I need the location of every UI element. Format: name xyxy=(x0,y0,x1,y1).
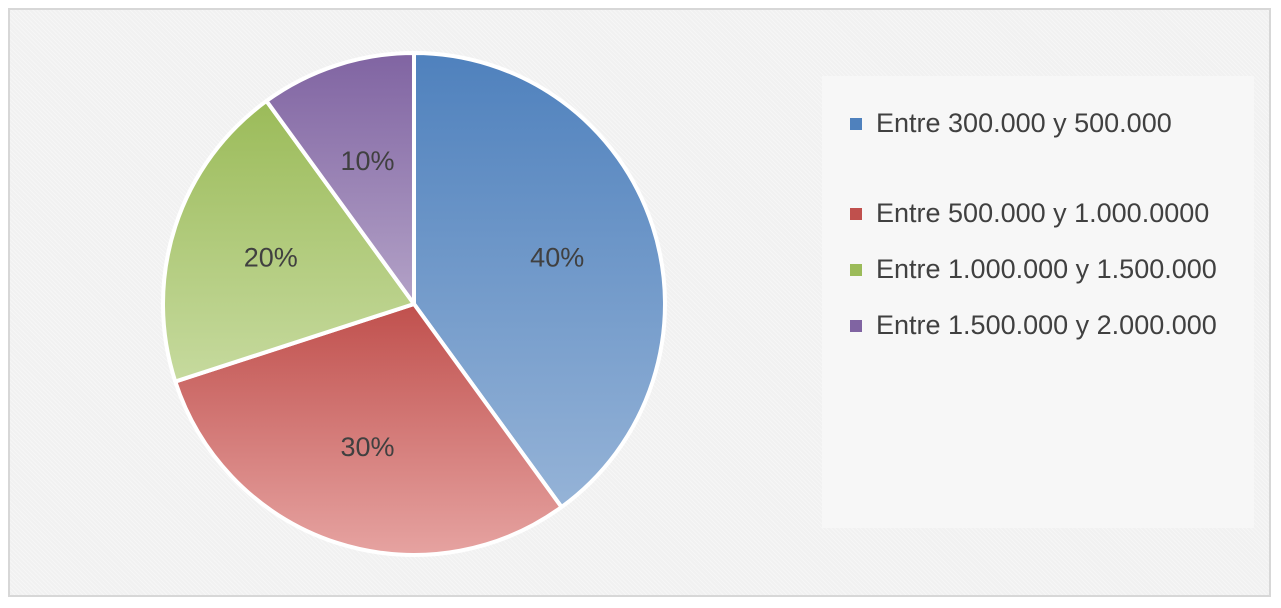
legend-item-2: Entre 1.000.000 y 1.500.000 xyxy=(846,250,1236,288)
pie-slice-1 xyxy=(173,302,564,557)
pie-chart: 40% 30% 20% 10% xyxy=(160,51,667,557)
data-label-2: 20% xyxy=(244,243,298,273)
legend-label-3: Entre 1.500.000 y 2.000.000 xyxy=(876,310,1217,340)
pie-slices xyxy=(160,51,667,557)
legend-swatch-2 xyxy=(850,264,862,276)
chart-area: 40% 30% 20% 10% Entre 300.000 y 500.000 Ent… xyxy=(8,8,1271,597)
legend-item-1: Entre 500.000 y 1.000.0000 xyxy=(846,194,1236,232)
data-label-0: 40% xyxy=(530,243,584,273)
legend-swatch-1 xyxy=(850,208,862,220)
pie-slice-2 xyxy=(160,98,416,384)
legend-item-0: Entre 300.000 y 500.000 xyxy=(846,104,1236,142)
legend-label-0: Entre 300.000 y 500.000 xyxy=(876,108,1172,138)
pie-data-labels: 40% 30% 20% 10% xyxy=(244,146,584,462)
legend-label-1: Entre 500.000 y 1.000.0000 xyxy=(876,198,1210,228)
legend-item-3: Entre 1.500.000 y 2.000.000 xyxy=(846,306,1236,344)
data-label-1: 30% xyxy=(340,432,394,462)
pie-slice-0 xyxy=(412,51,667,510)
legend: Entre 300.000 y 500.000 Entre 500.000 y … xyxy=(822,76,1254,528)
legend-label-2: Entre 1.000.000 y 1.500.000 xyxy=(876,254,1217,284)
pie-slice-3 xyxy=(264,51,416,306)
legend-swatch-0 xyxy=(850,118,862,130)
legend-swatch-3 xyxy=(850,320,862,332)
data-label-3: 10% xyxy=(340,146,394,176)
